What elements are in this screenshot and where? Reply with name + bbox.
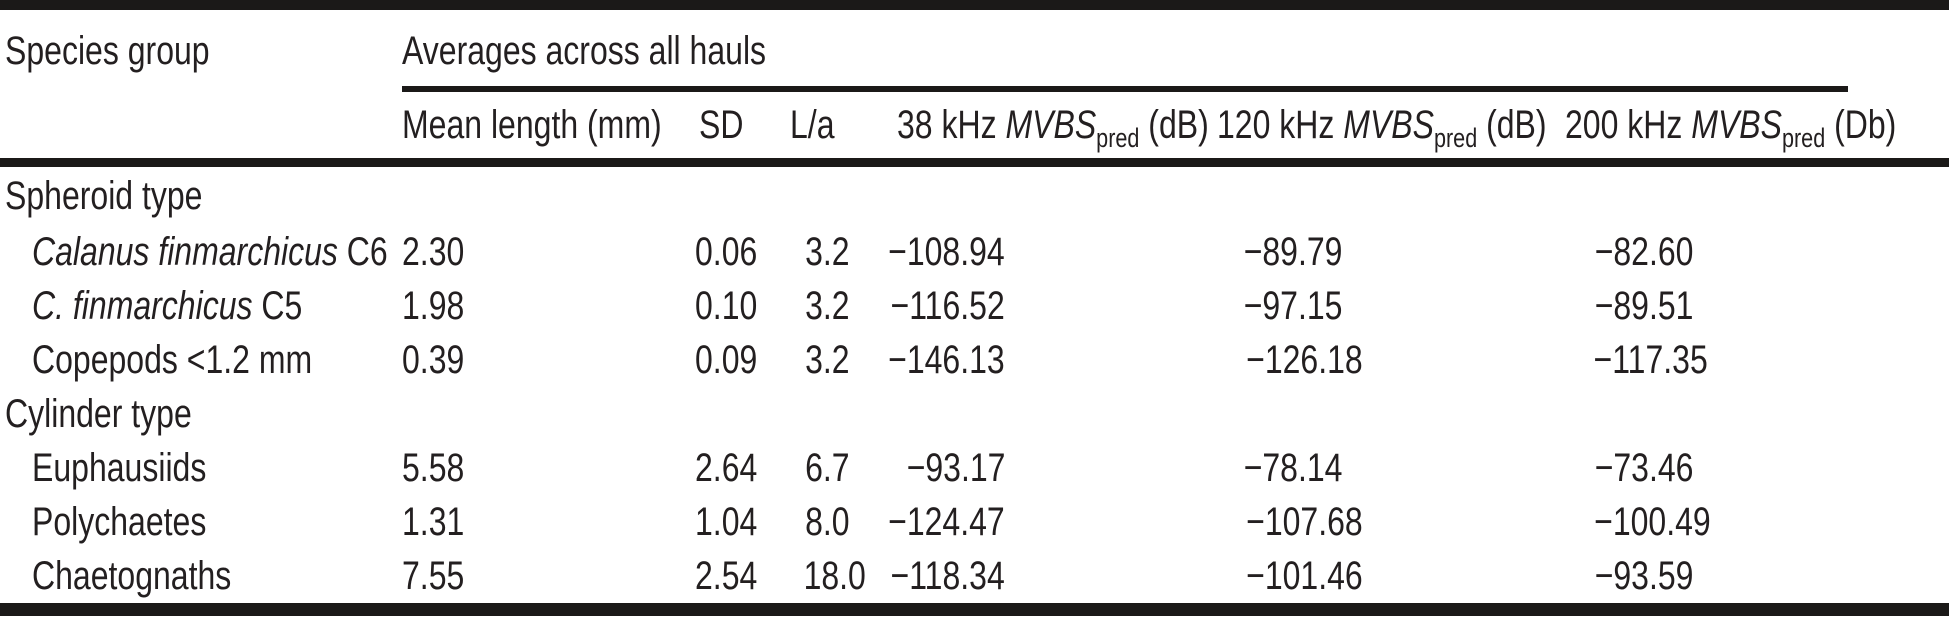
value-cell: 5.58 [402,446,465,490]
value-cell: −89.51 [1594,284,1693,328]
value-cell: 0.10 [695,284,758,328]
species-name-roman: Spheroid type [5,174,203,218]
species-name-roman: Euphausiids [32,446,207,490]
species-name-roman: Cylinder type [5,392,192,436]
group-header-row: Species group Averages across all hauls [0,10,1949,92]
value-cell: −89.79 [1243,230,1342,274]
value-cell: 3.2 [805,230,850,274]
column-header-row: Mean length (mm) SD L/a 38 kHz MVBSpred … [0,92,1949,167]
species-cell: Cylinder type [0,387,402,441]
table-row-group-cylinder: Cylinder type [0,387,1949,441]
col-header-la: L/a [788,92,852,167]
species-name-roman: Copepods <1.2 mm [32,338,313,382]
species-cell: Chaetognaths [0,549,402,603]
species-cell: C. finmarchicus C5 [0,279,402,333]
species-cell: Calanus finmarchicus C6 [0,225,402,279]
value-cell: 2.54 [695,554,758,598]
value-cell: −100.49 [1594,500,1711,544]
value-cell: −126.18 [1246,338,1363,382]
value-cell: −78.14 [1243,446,1342,490]
value-cell [693,387,788,441]
value-cell [693,167,788,225]
value-cell: −93.17 [906,446,1005,490]
value-cell: −108.94 [888,230,1005,274]
value-cell: 0.06 [695,230,758,274]
species-cell: Polychaetes [0,495,402,549]
value-cell: 7.55 [402,554,465,598]
col-header-120khz-mvbs: 120 kHz MVBSpred (dB) [1217,92,1565,167]
value-cell: 2.64 [695,446,758,490]
spanner-underline-rule [402,86,1848,92]
value-cell [1217,387,1565,441]
value-cell: 18.0 [803,554,866,598]
value-cell: −118.34 [890,554,1005,598]
value-cell: −117.35 [1593,338,1708,382]
value-cell: −101.46 [1246,554,1363,598]
value-cell: 3.2 [805,284,850,328]
species-name-roman: Chaetognaths [32,554,232,598]
value-cell [1217,167,1565,225]
col-header-38khz-mvbs: 38 kHz MVBSpred (dB) [852,92,1217,167]
value-cell: −97.15 [1243,284,1342,328]
species-cell: Spheroid type [0,167,402,225]
species-cell: Copepods <1.2 mm [0,333,402,387]
spanner-label: Averages across all hauls [402,29,767,73]
value-cell: 0.39 [402,338,465,382]
table-row-copepods: Copepods <1.2 mm 0.39 0.09 3.2 −146.13 −… [0,333,1949,387]
table-row-euphausiids: Euphausiids 5.58 2.64 6.7 −93.17 −78.14 … [0,441,1949,495]
value-cell: 1.31 [402,500,465,544]
value-cell: −73.46 [1594,446,1693,490]
species-group-header: Species group [0,10,402,92]
value-cell [852,387,1217,441]
value-cell [1565,167,1949,225]
value-cell: 1.98 [402,284,465,328]
species-name-italic: C. finmarchicus [32,284,253,328]
value-cell: −124.47 [888,500,1005,544]
col-header-empty [0,92,402,167]
value-cell: −82.60 [1594,230,1693,274]
col-header-mean-length: Mean length (mm) [402,92,693,167]
value-cell [788,167,852,225]
value-cell: 8.0 [805,500,850,544]
value-cell: 0.09 [695,338,758,382]
species-name-italic: Calanus finmarchicus [32,230,338,274]
table-row-chaetognaths: Chaetognaths 7.55 2.54 18.0 −118.34 −101… [0,549,1949,603]
species-cell: Euphausiids [0,441,402,495]
species-name-roman: Polychaetes [32,500,207,544]
value-cell: 6.7 [805,446,850,490]
spanner-header: Averages across all hauls [402,10,1949,92]
table-row-calanus-c6: Calanus finmarchicus C6 2.30 0.06 3.2 −1… [0,225,1949,279]
col-header-200khz-mvbs: 200 kHz MVBSpred (Db) [1565,92,1949,167]
species-name-roman: C6 [337,230,388,274]
species-group-header-label: Species group [5,29,210,73]
table-row-group-spheroid: Spheroid type [0,167,1949,225]
value-cell: −146.13 [888,338,1005,382]
value-cell: −93.59 [1594,554,1693,598]
value-cell [852,167,1217,225]
value-cell [402,387,693,441]
value-cell: −116.52 [890,284,1005,328]
value-cell [402,167,693,225]
table-row-calanus-c5: C. finmarchicus C5 1.98 0.10 3.2 −116.52… [0,279,1949,333]
col-header-sd: SD [693,92,788,167]
value-cell: 3.2 [805,338,850,382]
value-cell: 1.04 [695,500,758,544]
value-cell: 2.30 [402,230,465,274]
value-cell: −107.68 [1246,500,1363,544]
value-cell [1565,387,1949,441]
species-name-roman: C5 [252,284,303,328]
table-row-polychaetes: Polychaetes 1.31 1.04 8.0 −124.47 −107.6… [0,495,1949,549]
value-cell [788,387,852,441]
